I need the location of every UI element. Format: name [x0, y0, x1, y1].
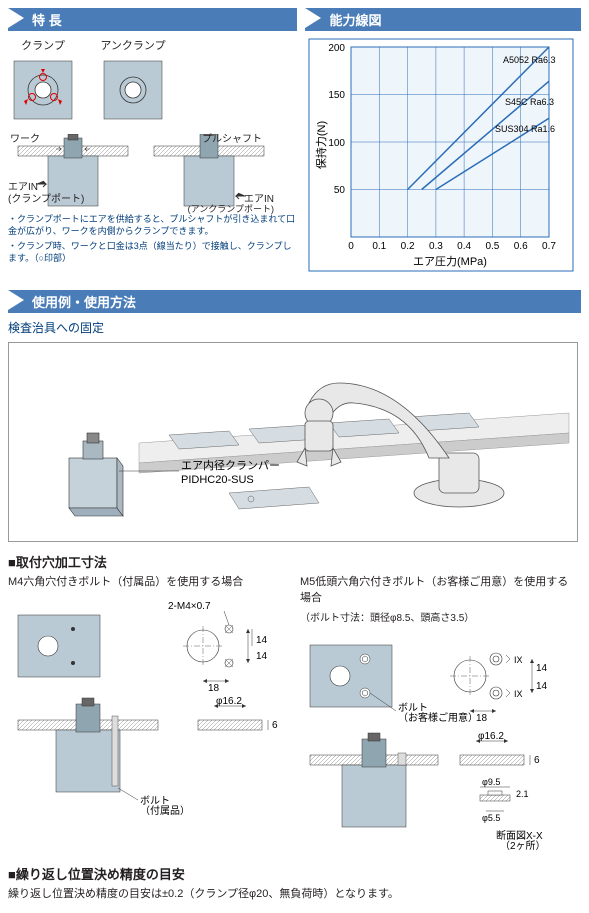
unclamp-icon — [98, 55, 168, 125]
series-label-1: A5052 Ra6.3 — [503, 55, 556, 65]
pullshaft-annot: プルシャフト — [202, 130, 262, 145]
repeat-text: 繰り返し位置決め精度の目安は±0.2（クランプ径φ20、無負荷時）となります。 — [8, 885, 581, 901]
dim-18-l: 18 — [208, 683, 220, 693]
callout-label: エア内径クランパー — [181, 458, 280, 472]
mount-left-note: M4六角穴付きボルト（付属品）を使用する場合 — [8, 573, 284, 589]
svg-text:0: 0 — [349, 241, 355, 252]
ytick-100: 100 — [329, 138, 346, 149]
series-label-3: SUS304 Ra1.6 — [495, 124, 555, 134]
ytick-200: 200 — [329, 43, 346, 54]
ix-1: IX — [514, 655, 523, 665]
svg-text:0.2: 0.2 — [401, 241, 415, 252]
callout-model: PIDHC20-SUS — [181, 474, 254, 486]
clamp-diagrams: クランプ アンクランプ — [8, 37, 297, 128]
dim-14-l1: 14 — [256, 635, 268, 646]
xlabel: エア圧力(MPa) — [413, 255, 487, 268]
dim-phi95: φ9.5 — [482, 777, 500, 787]
mounting-heading: ■取付穴加工寸法 — [8, 552, 581, 571]
mount-right-note2: （ボルト寸法：頭径φ8.5、頭高さ3.5） — [300, 609, 576, 624]
dim-21: 2.1 — [516, 789, 529, 799]
feature-bullet-1: ・クランプポートにエアを供給すると、プルシャフトが引き込まれて口金が広がり、ワー… — [8, 214, 297, 237]
usage-title: 使用例・使用方法 — [32, 295, 136, 310]
ytick-150: 150 — [329, 90, 346, 101]
svg-text:0.4: 0.4 — [458, 241, 472, 252]
dim-phi162-l: φ16.2 — [216, 696, 242, 707]
svg-text:0.3: 0.3 — [429, 241, 443, 252]
mount-right-top: IX IX 18 14 14 ボルト （お客様ご用意） — [300, 628, 576, 728]
chart-header: 能力線図 — [305, 8, 581, 31]
dim-14-l2: 14 — [256, 651, 268, 662]
usage-illustration: エア内径クランパー PIDHC20-SUS — [8, 342, 578, 542]
dim-phi55: φ5.5 — [482, 813, 500, 823]
features-header: 特 長 — [8, 8, 297, 31]
bolt-cust-r: （お客様ご用意） — [398, 711, 478, 724]
ix-2: IX — [514, 689, 523, 699]
ylabel: 保持力(N) — [314, 121, 328, 169]
svg-text:0.5: 0.5 — [486, 241, 500, 252]
dim-14-r1: 14 — [536, 663, 548, 674]
svg-text:0.6: 0.6 — [514, 241, 528, 252]
mount-left-top: 2-M4×0.7 18 14 14 — [8, 593, 284, 693]
mount-right-note: M5低頭六角穴付きボルト（お客様ご用意）を使用する場合 — [300, 573, 576, 605]
work-annot: ワーク — [10, 130, 40, 145]
work-diagrams: ワーク エアIN (クランプポート) プルシャフト エアIN (アンクランプポー… — [8, 134, 297, 210]
bolt-note-l: （付属品） — [140, 804, 190, 816]
dim-2m4: 2-M4×0.7 — [168, 601, 211, 612]
clamp-icon — [8, 55, 78, 125]
clamp-port-annot: (クランプポート) — [8, 190, 84, 205]
dim-phi162-r: φ16.2 — [478, 731, 504, 742]
feature-bullet-2: ・クランプ時、ワークと口金は3点（線当たり）で接触し、クランプします。（○印部） — [8, 241, 297, 264]
features-title: 特 長 — [32, 13, 62, 28]
svg-text:0.1: 0.1 — [373, 241, 387, 252]
dim-14-r2: 14 — [536, 681, 548, 692]
two-places: （2ヶ所） — [500, 840, 546, 851]
mount-right-bottom: φ16.2 6 φ9.5 2.1 φ5.5 断面図X-X （2ヶ所） — [300, 731, 576, 851]
capacity-chart: 200 150 100 50 0 0.1 0.2 0.3 0.4 0.5 0.6… — [305, 35, 577, 275]
repeat-heading: ■繰り返し位置決め精度の目安 — [8, 864, 581, 883]
chart-title: 能力線図 — [329, 13, 381, 28]
dim-6-r: 6 — [534, 755, 540, 766]
unclamp-port-annot: (アンクランプポート) — [188, 202, 274, 215]
svg-text:0.7: 0.7 — [542, 241, 556, 252]
usage-subtitle: 検査治具への固定 — [8, 319, 581, 336]
clamp-label: クランプ — [8, 37, 78, 53]
unclamp-label: アンクランプ — [98, 37, 168, 53]
ytick-50: 50 — [334, 185, 346, 196]
usage-header: 使用例・使用方法 — [8, 290, 581, 313]
series-label-2: S45C Ra6.3 — [505, 97, 554, 107]
dim-6-l: 6 — [272, 720, 278, 731]
mount-left-bottom: ボルト （付属品） φ16.2 6 — [8, 696, 284, 816]
